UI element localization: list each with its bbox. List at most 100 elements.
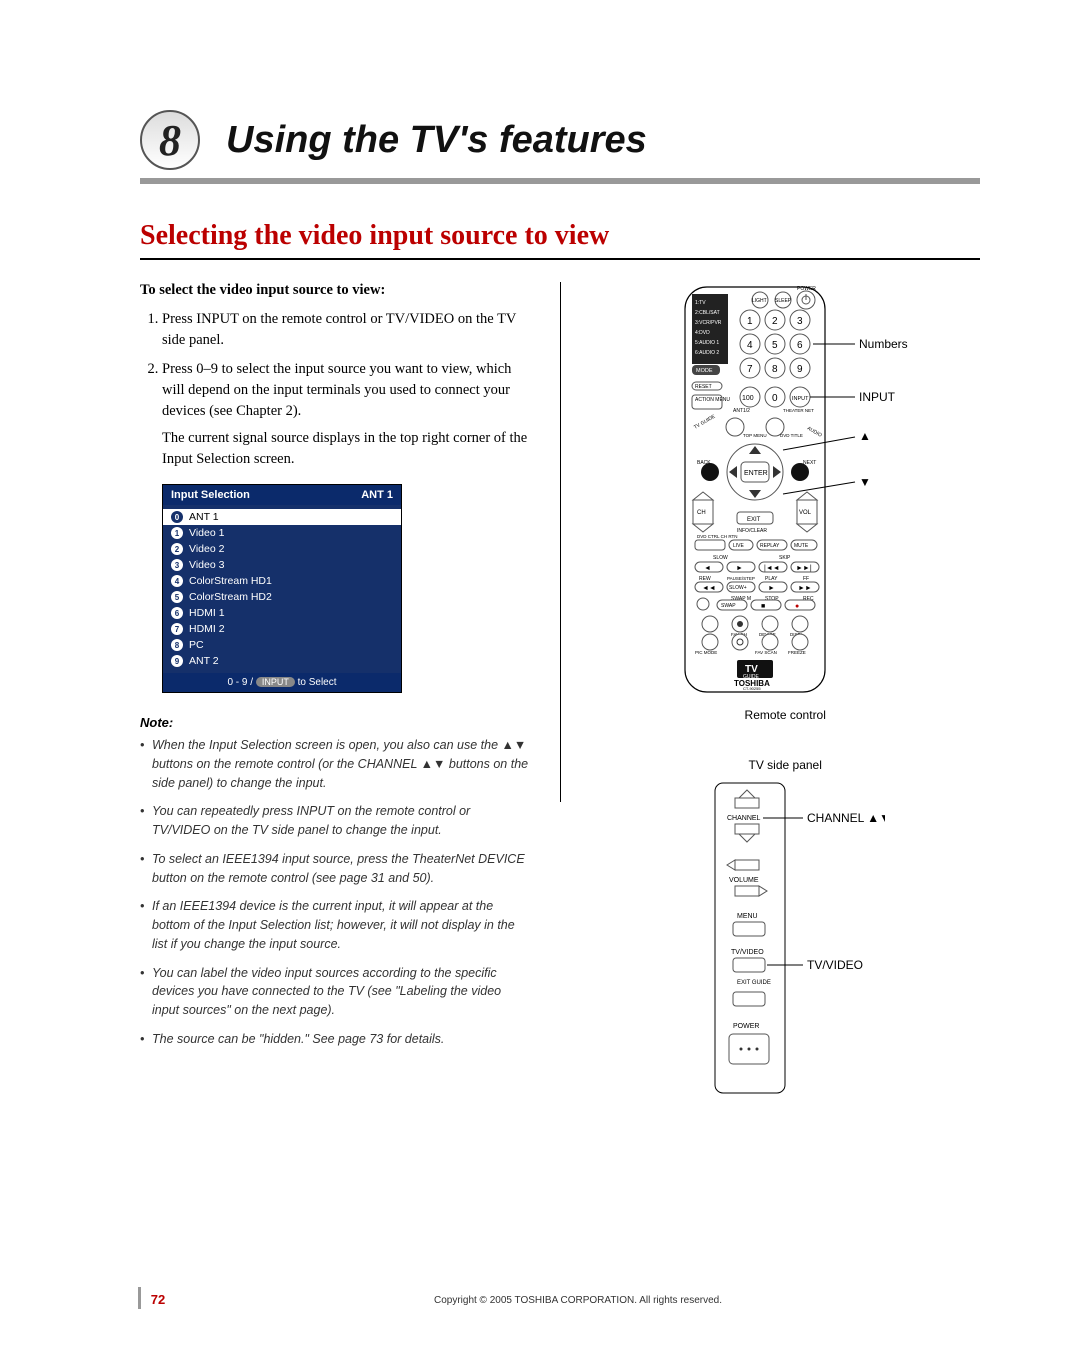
left-column: To select the video input source to view… bbox=[140, 282, 530, 1098]
svg-text:►►: ►► bbox=[798, 585, 812, 592]
svg-text:■: ■ bbox=[761, 603, 765, 610]
sidepanel-figure: TV side panel CHANNEL VOLUME bbox=[685, 752, 885, 1098]
svg-text:Numbers: Numbers bbox=[859, 337, 908, 351]
svg-text:CHANNEL: CHANNEL bbox=[727, 815, 761, 822]
svg-text:ACTION MENU: ACTION MENU bbox=[695, 397, 730, 403]
input-row: 4ColorStream HD1 bbox=[163, 573, 401, 589]
svg-text:SWAP: SWAP bbox=[721, 603, 736, 609]
svg-text:INPUT: INPUT bbox=[859, 390, 896, 404]
step-1: Press INPUT on the remote control or TV/… bbox=[162, 309, 530, 351]
svg-text:TOP MENU: TOP MENU bbox=[743, 433, 767, 438]
svg-text:SLOW+: SLOW+ bbox=[729, 585, 747, 591]
input-row: 9ANT 2 bbox=[163, 653, 401, 669]
note-item: You can repeatedly press INPUT on the re… bbox=[140, 802, 530, 840]
svg-text:5:AUDIO 1: 5:AUDIO 1 bbox=[695, 340, 719, 346]
svg-text:MENU: MENU bbox=[737, 913, 758, 920]
remote-figure: 1:TV 2:CBL/SAT 3:VCR/PVR 4:DVD 5:AUDIO 1… bbox=[655, 282, 915, 722]
svg-text:●: ● bbox=[795, 603, 799, 610]
svg-text:0: 0 bbox=[772, 393, 778, 404]
step-2: Press 0–9 to select the input source you… bbox=[162, 359, 530, 470]
svg-text:CHANNEL ▲▼: CHANNEL ▲▼ bbox=[807, 811, 885, 825]
svg-text:▲: ▲ bbox=[859, 429, 871, 443]
chapter-title: Using the TV's features bbox=[226, 119, 647, 162]
svg-text:TV/VIDEO: TV/VIDEO bbox=[731, 949, 764, 956]
svg-text:THEATER NET: THEATER NET bbox=[783, 408, 814, 413]
input-row: 1Video 1 bbox=[163, 525, 401, 541]
input-selection-badge: ANT 1 bbox=[361, 489, 393, 501]
svg-text:SKIP: SKIP bbox=[779, 555, 791, 561]
input-row: 7HDMI 2 bbox=[163, 621, 401, 637]
svg-text:2: 2 bbox=[772, 316, 778, 327]
remote-illustration: 1:TV 2:CBL/SAT 3:VCR/PVR 4:DVD 5:AUDIO 1… bbox=[655, 282, 915, 702]
svg-text:FREEZE: FREEZE bbox=[788, 650, 806, 655]
svg-text:DVD TITLE: DVD TITLE bbox=[780, 433, 803, 438]
note-heading: Note: bbox=[140, 715, 530, 730]
svg-text:EXIT GUIDE: EXIT GUIDE bbox=[737, 980, 771, 986]
input-row: 2Video 2 bbox=[163, 541, 401, 557]
input-selection-panel: Input Selection ANT 1 0ANT 1 1Video 1 2V… bbox=[162, 484, 402, 693]
page-number: 72 bbox=[151, 1292, 165, 1307]
svg-text:100: 100 bbox=[742, 395, 754, 402]
column-divider bbox=[560, 282, 561, 802]
svg-text:DVD CTRL CH RTN: DVD CTRL CH RTN bbox=[697, 534, 738, 539]
input-row: 6HDMI 1 bbox=[163, 605, 401, 621]
svg-text:1:TV: 1:TV bbox=[695, 300, 706, 306]
svg-text:ANT1/2: ANT1/2 bbox=[733, 408, 750, 414]
note-item: If an IEEE1394 device is the current inp… bbox=[140, 897, 530, 953]
note-item: You can label the video input sources ac… bbox=[140, 964, 530, 1020]
svg-text:TV/VIDEO: TV/VIDEO bbox=[807, 958, 863, 972]
svg-text:POWER: POWER bbox=[733, 1023, 759, 1030]
svg-text:5: 5 bbox=[772, 340, 778, 351]
step-2-extra: The current signal source displays in th… bbox=[162, 428, 530, 470]
svg-text:6: 6 bbox=[797, 340, 803, 351]
notes-list: When the Input Selection screen is open,… bbox=[140, 736, 530, 1049]
svg-text:4:DVD: 4:DVD bbox=[695, 330, 710, 336]
svg-text:SLEEP: SLEEP bbox=[775, 298, 792, 304]
svg-text:►►|: ►►| bbox=[796, 565, 812, 572]
input-row: 5ColorStream HD2 bbox=[163, 589, 401, 605]
svg-text:4: 4 bbox=[747, 340, 753, 351]
input-selection-title: Input Selection bbox=[171, 489, 250, 501]
svg-text:MODE: MODE bbox=[696, 368, 713, 374]
steps-list: Press INPUT on the remote control or TV/… bbox=[162, 309, 530, 470]
svg-text:REW: REW bbox=[699, 576, 711, 582]
page-footer: 72 Copyright © 2005 TOSHIBA CORPORATION.… bbox=[140, 1291, 980, 1309]
svg-text:►: ► bbox=[736, 565, 743, 572]
svg-text:3:VCR/PVR: 3:VCR/PVR bbox=[695, 320, 722, 326]
note-item: To select an IEEE1394 input source, pres… bbox=[140, 850, 530, 888]
svg-text:3: 3 bbox=[797, 316, 803, 327]
svg-text:▼: ▼ bbox=[859, 475, 871, 489]
svg-text:7: 7 bbox=[747, 364, 753, 375]
svg-text:VOL: VOL bbox=[799, 510, 812, 516]
svg-text:SLOW: SLOW bbox=[713, 555, 728, 561]
input-row: 8PC bbox=[163, 637, 401, 653]
svg-text:2:CBL/SAT: 2:CBL/SAT bbox=[695, 310, 720, 316]
input-row: 0ANT 1 bbox=[163, 509, 401, 525]
svg-text:EXIT: EXIT bbox=[747, 517, 761, 523]
chapter-badge: 8 bbox=[140, 110, 210, 170]
svg-text:POWER: POWER bbox=[797, 286, 816, 292]
svg-text:INPUT: INPUT bbox=[792, 396, 809, 402]
step-2-text: Press 0–9 to select the input source you… bbox=[162, 361, 511, 419]
svg-text:ENTER: ENTER bbox=[744, 470, 768, 477]
sidepanel-illustration: CHANNEL VOLUME MENU TV/VIDEO bbox=[685, 778, 885, 1098]
svg-text:9: 9 bbox=[797, 364, 803, 375]
svg-text:NEXT: NEXT bbox=[803, 460, 816, 466]
number-pad: 1 2 3 4 5 6 7 8 9 100 0 INPUT bbox=[740, 310, 810, 407]
svg-text:VOLUME: VOLUME bbox=[729, 877, 759, 884]
section-title: Selecting the video input source to view bbox=[140, 220, 980, 260]
svg-text:◄◄: ◄◄ bbox=[702, 585, 716, 592]
svg-text:1: 1 bbox=[747, 316, 753, 327]
svg-text:LIVE: LIVE bbox=[733, 543, 745, 549]
subheading: To select the video input source to view… bbox=[140, 282, 530, 299]
note-item: When the Input Selection screen is open,… bbox=[140, 736, 530, 792]
input-selection-footer: 0 - 9 / INPUT to Select bbox=[163, 673, 401, 692]
svg-text:►: ► bbox=[768, 585, 775, 592]
remote-caption: Remote control bbox=[745, 708, 826, 722]
copyright: Copyright © 2005 TOSHIBA CORPORATION. Al… bbox=[176, 1295, 980, 1306]
note-item: The source can be "hidden." See page 73 … bbox=[140, 1030, 530, 1049]
input-selection-body: 0ANT 1 1Video 1 2Video 2 3Video 3 4Color… bbox=[163, 505, 401, 673]
sidepanel-caption: TV side panel bbox=[749, 758, 822, 772]
svg-text:PLAY: PLAY bbox=[765, 576, 778, 582]
chapter-number: 8 bbox=[159, 115, 181, 166]
